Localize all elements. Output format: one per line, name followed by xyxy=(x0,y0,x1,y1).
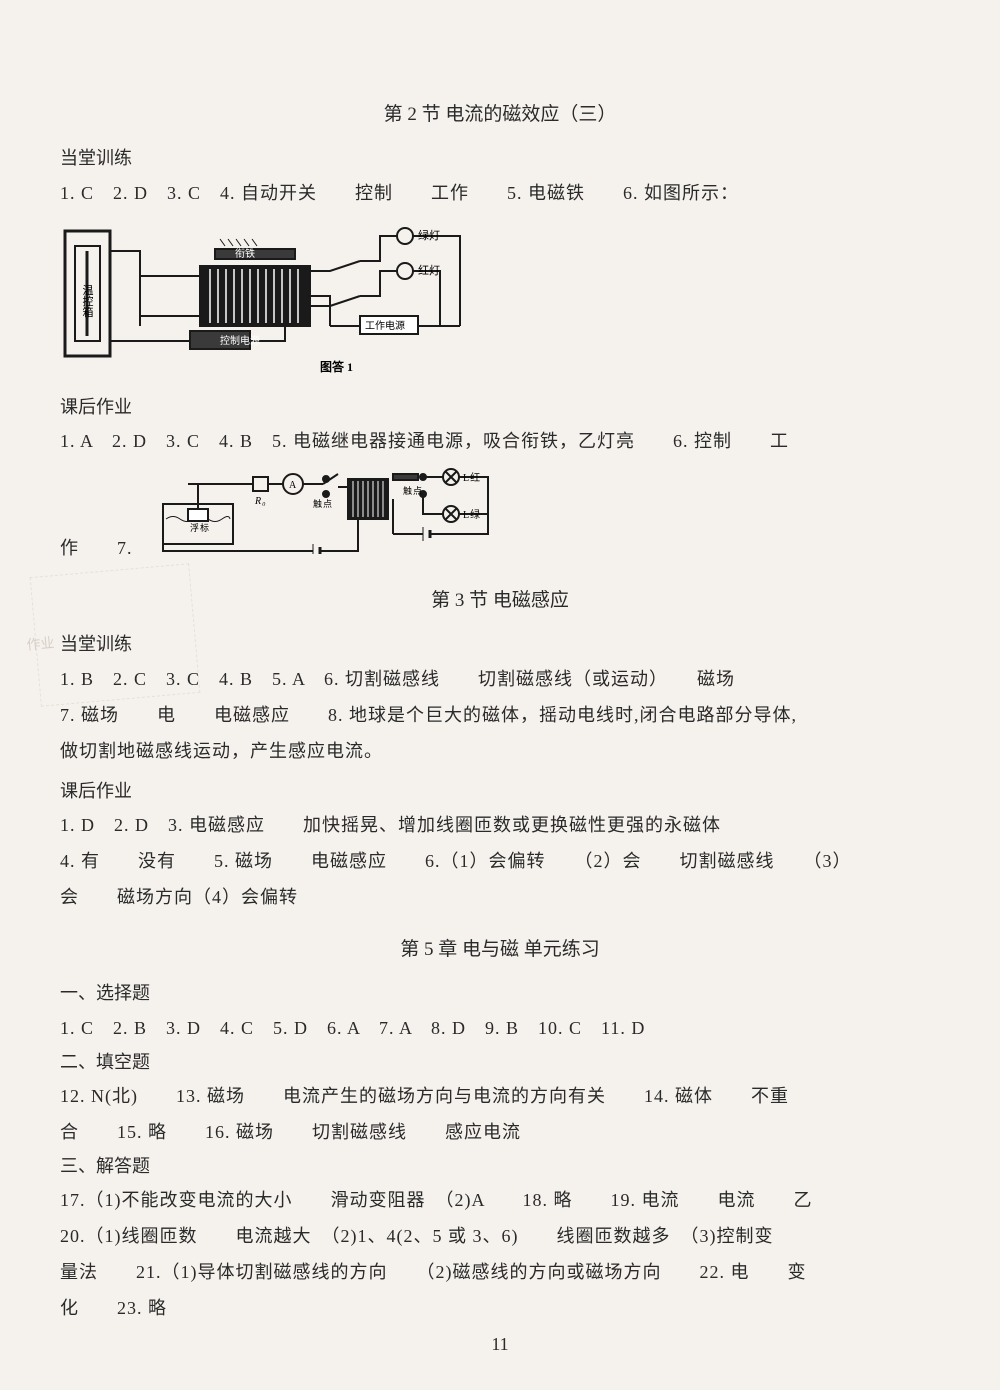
training-answers-1: 1. C 2. D 3. C 4. 自动开关 控制 工作 5. 电磁铁 6. 如… xyxy=(60,175,940,211)
category-1: 一、选择题 xyxy=(60,977,940,1009)
homework-line-2-2: 会 磁场方向（4）会偏转 xyxy=(60,879,940,915)
homework-answers-1b: 作 7. xyxy=(60,459,940,566)
section-title-3: 第 5 章 电与磁 单元练习 xyxy=(60,933,940,967)
homework-label-2: 课后作业 xyxy=(60,775,940,807)
category-3: 三、解答题 xyxy=(60,1150,940,1182)
circuit-diagram-2: 浮标 R₀ A 触点 触点 L红 L绿 xyxy=(158,459,498,566)
homework-text-1b: 作 7. xyxy=(60,538,133,558)
training-line-2-2: 做切割地磁感线运动，产生感应电流。 xyxy=(60,733,940,769)
section-title-1: 第 2 节 电流的磁效应（三） xyxy=(60,98,940,132)
category-2: 二、填空题 xyxy=(60,1046,940,1078)
homework-answers-1a: 1. A 2. D 3. C 4. B 5. 电磁继电器接通电源，吸合衔铁，乙灯… xyxy=(60,423,940,459)
training-label-2: 当堂训练 xyxy=(60,628,940,660)
category-3-line-0: 17.（1)不能改变电流的大小 滑动变阻器 （2)A 18. 略 19. 电流 … xyxy=(60,1182,940,1218)
circuit-diagram-1: 温控箱 控制电源 工作电源 衔铁 绿灯 红灯 图答 1 xyxy=(60,221,940,381)
svg-text:绿灯: 绿灯 xyxy=(418,228,440,242)
section-title-2: 第 3 节 电磁感应 xyxy=(60,584,940,618)
svg-text:浮标: 浮标 xyxy=(190,522,210,533)
svg-text:A: A xyxy=(289,480,297,491)
svg-text:红灯: 红灯 xyxy=(418,264,440,277)
svg-text:图答 1: 图答 1 xyxy=(320,359,353,374)
category-3-line-3: 化 23. 略 xyxy=(60,1290,940,1326)
homework-line-2-0: 1. D 2. D 3. 电磁感应 加快摇晃、增加线圈匝数或更换磁性更强的永磁体 xyxy=(60,807,940,843)
svg-text:L红: L红 xyxy=(463,471,481,484)
category-1-line: 1. C 2. B 3. D 4. C 5. D 6. A 7. A 8. D … xyxy=(60,1010,940,1046)
page-number: 11 xyxy=(0,1328,1000,1360)
svg-text:L绿: L绿 xyxy=(463,508,481,521)
category-3-line-2: 量法 21.（1)导体切割磁感线的方向 （2)磁感线的方向或磁场方向 22. 电… xyxy=(60,1254,940,1290)
svg-text:工作电源: 工作电源 xyxy=(365,319,405,332)
svg-text:触点: 触点 xyxy=(403,485,423,496)
svg-text:控制电源: 控制电源 xyxy=(220,334,260,347)
training-line-2-1: 7. 磁场 电 电磁感应 8. 地球是个巨大的磁体，摇动电线时,闭合电路部分导体… xyxy=(60,697,940,733)
svg-text:触点: 触点 xyxy=(313,498,333,509)
training-line-2-0: 1. B 2. C 3. C 4. B 5. A 6. 切割磁感线 切割磁感线（… xyxy=(60,661,940,697)
svg-text:温控箱: 温控箱 xyxy=(81,284,94,318)
svg-text:衔铁: 衔铁 xyxy=(235,247,255,260)
homework-line-2-1: 4. 有 没有 5. 磁场 电磁感应 6.（1）会偏转 （2）会 切割磁感线 （… xyxy=(60,843,940,879)
training-label-1: 当堂训练 xyxy=(60,142,940,174)
category-2-line-0: 12. N(北) 13. 磁场 电流产生的磁场方向与电流的方向有关 14. 磁体… xyxy=(60,1078,940,1114)
svg-text:R₀: R₀ xyxy=(254,496,267,507)
homework-label-1: 课后作业 xyxy=(60,391,940,423)
category-2-line-1: 合 15. 略 16. 磁场 切割磁感线 感应电流 xyxy=(60,1114,940,1150)
category-3-line-1: 20.（1)线圈匝数 电流越大 （2)1、4(2、5 或 3、6) 线圈匝数越多… xyxy=(60,1218,940,1254)
